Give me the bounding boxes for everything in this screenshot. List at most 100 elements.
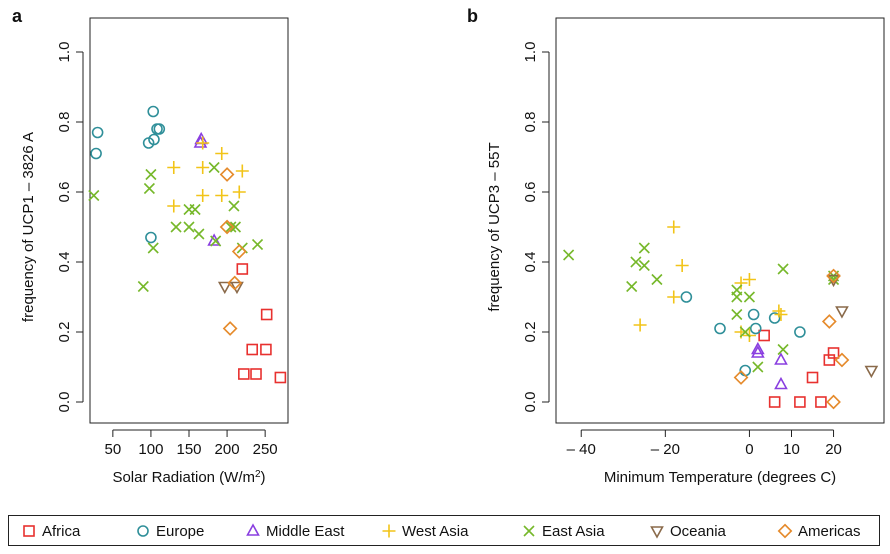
- legend-item-africa: Africa: [21, 521, 80, 541]
- legend-item-oceania: Oceania: [649, 521, 726, 541]
- series-americas: [733, 268, 850, 410]
- data-point: [215, 189, 229, 202]
- legend-item-east-asia: East Asia: [521, 521, 605, 541]
- y-tick-label: 0.8: [522, 112, 539, 133]
- panel-a: a 0.0 0.2 0.4 0.6 0.8 1.0 frequency of UCP1 – 3…: [12, 6, 289, 487]
- x-tick-label: 50: [105, 441, 122, 458]
- legend-label: Africa: [42, 522, 81, 540]
- data-point: [750, 341, 765, 355]
- panel-label: b: [467, 6, 478, 26]
- data-point: [774, 352, 788, 365]
- data-point: [167, 199, 181, 213]
- x-tick-label: 100: [138, 441, 163, 458]
- legend-label: West Asia: [402, 522, 469, 540]
- square-marker-icon: [23, 525, 35, 537]
- x-tick-label: 150: [176, 441, 201, 458]
- legend-marker: [777, 523, 793, 539]
- panel-b: b 0.0 0.2 0.4 0.6 0.8 1.0 frequency of UCP3 – 5…: [467, 6, 885, 486]
- y-tick-label: 0.4: [522, 252, 539, 273]
- plot-frame: [555, 17, 885, 424]
- data-point: [638, 259, 650, 272]
- data-point: [750, 345, 765, 358]
- data-point: [147, 105, 160, 118]
- x-tick-label: 20: [825, 441, 842, 458]
- data-point: [246, 343, 259, 356]
- legend-marker: [523, 525, 535, 537]
- data-point: [170, 221, 182, 233]
- data-point: [208, 161, 220, 174]
- data-point: [768, 396, 781, 408]
- data-point: [749, 322, 762, 335]
- data-point: [251, 238, 264, 251]
- data-point: [147, 242, 159, 254]
- legend-item-middle-east: Middle East: [245, 521, 344, 541]
- data-point: [675, 259, 689, 272]
- data-point: [774, 308, 788, 321]
- triangle-up-marker-icon: [246, 523, 260, 536]
- legend-marker: [650, 526, 664, 539]
- data-point: [827, 347, 840, 359]
- data-point: [714, 322, 726, 335]
- y-axis-label: frequency of UCP1 – 3826 A: [20, 132, 37, 322]
- data-point: [563, 249, 575, 261]
- data-point: [651, 273, 663, 286]
- data-point: [231, 244, 247, 259]
- y-tick-label: 0.6: [522, 182, 539, 203]
- data-point: [777, 343, 789, 356]
- data-point: [196, 161, 210, 174]
- data-point: [768, 312, 781, 324]
- y-tick-label: 0.2: [522, 322, 539, 343]
- data-point: [731, 291, 743, 303]
- series-americas: [219, 167, 247, 336]
- series-west-asia: [167, 136, 249, 213]
- legend-item-west-asia: West Asia: [381, 521, 468, 541]
- y-tick-label: 1.0: [56, 42, 73, 63]
- data-point: [794, 396, 806, 408]
- data-point: [236, 263, 249, 275]
- data-point: [743, 291, 756, 303]
- y-tick-label: 0.6: [56, 182, 73, 203]
- cross-marker-icon: [523, 525, 535, 537]
- data-point: [826, 268, 841, 284]
- data-point: [772, 304, 786, 318]
- y-tick-label: 0.8: [56, 112, 73, 133]
- data-point: [758, 329, 770, 342]
- y-tick-label: 0.4: [56, 252, 73, 273]
- data-point: [821, 314, 837, 329]
- data-point: [153, 123, 166, 135]
- data-point: [777, 263, 789, 275]
- data-point: [137, 280, 149, 293]
- legend-marker: [23, 525, 35, 537]
- series-africa: [758, 329, 840, 408]
- data-point: [210, 235, 222, 247]
- series-west-asia: [633, 220, 788, 342]
- circle-marker-icon: [137, 525, 149, 537]
- x-tick-label: 0: [745, 441, 753, 458]
- data-point: [189, 203, 201, 216]
- x-tick-label: – 20: [651, 441, 680, 458]
- legend-label: East Asia: [542, 522, 605, 540]
- data-point: [734, 276, 748, 290]
- data-point: [835, 306, 849, 319]
- data-point: [215, 147, 229, 160]
- x-tick-label: – 40: [567, 441, 596, 458]
- y-tick-label: 0.2: [56, 322, 73, 343]
- y-tick-label: 0.0: [56, 392, 73, 413]
- legend-label: Americas: [798, 522, 861, 540]
- data-point: [806, 371, 819, 384]
- diamond-marker-icon: [777, 523, 793, 539]
- panel-label: a: [12, 6, 23, 26]
- legend-label: Middle East: [266, 522, 345, 540]
- data-point: [747, 308, 760, 321]
- x-axis-label: Solar Radiation (W/m2): [112, 469, 265, 487]
- data-point: [232, 185, 246, 199]
- series-east-asia: [563, 242, 840, 373]
- data-point: [142, 137, 155, 149]
- data-point: [250, 368, 262, 380]
- data-point: [167, 161, 181, 174]
- data-point: [667, 290, 681, 304]
- series-oceania: [217, 281, 244, 295]
- data-point: [733, 370, 749, 385]
- series-middle-east: [193, 131, 221, 246]
